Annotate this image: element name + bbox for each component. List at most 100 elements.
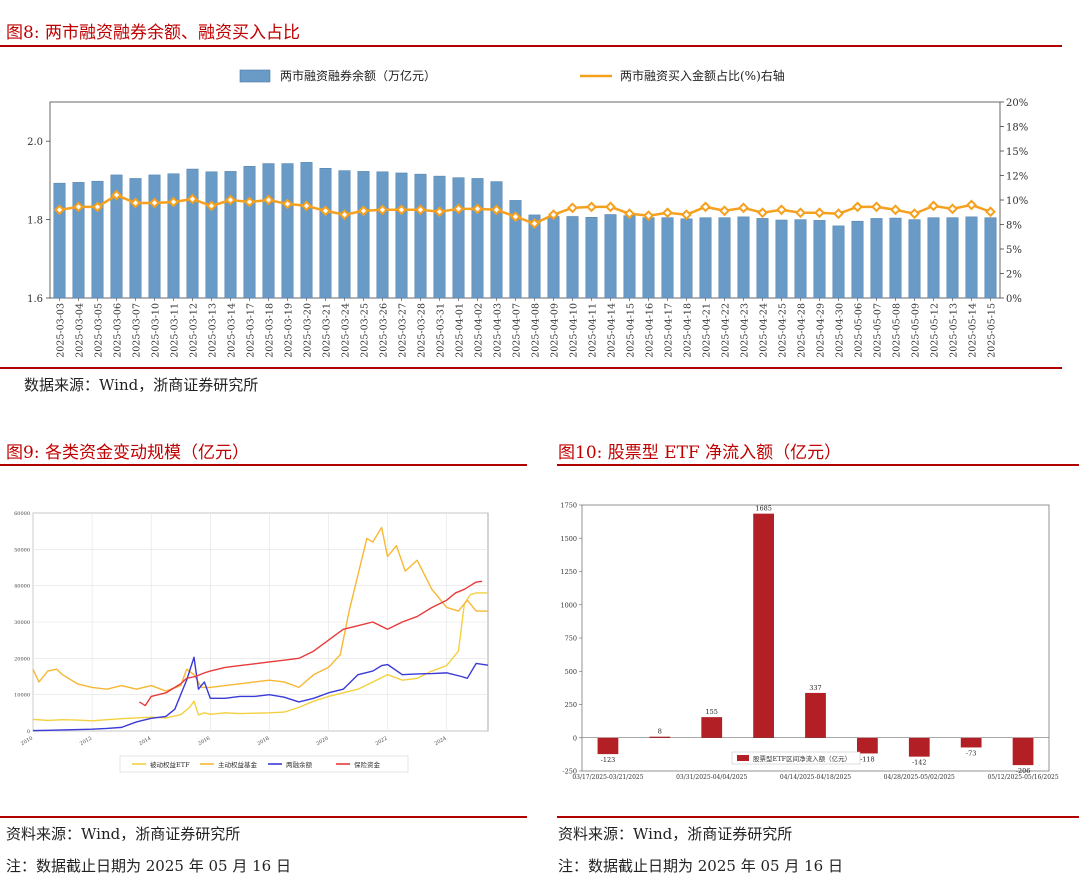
- margin-balance-bar: [794, 219, 807, 299]
- legend-swatch: [737, 755, 749, 761]
- buy-ratio-point: [738, 202, 749, 214]
- x-axis-tick-label: 03/31/2025-04/04/2025: [676, 774, 747, 781]
- right-axis-tick-label: 0%: [1006, 294, 1022, 305]
- margin-balance-bar: [585, 216, 598, 299]
- buy-ratio-point: [377, 204, 388, 216]
- fund-flow-chart: 0 10000 20000 30000 40000 50000 60000 2010 2012 2…: [14, 511, 489, 773]
- buy-ratio-point: [871, 201, 882, 213]
- etf-inflow-bar: [805, 692, 826, 738]
- margin-balance-bar: [338, 170, 351, 299]
- buy-ratio-point: [301, 200, 312, 212]
- etf-series-line: [32, 592, 488, 722]
- x-axis-tick-label: 2025-03-12: [189, 303, 200, 358]
- buy-ratio-point: [795, 207, 806, 219]
- x-axis-tick-label: 2025-05-09: [911, 303, 922, 358]
- buy-ratio-point: [491, 204, 502, 216]
- x-axis-tick-label: 2025-04-07: [512, 303, 523, 358]
- margin-balance-bar: [72, 182, 85, 299]
- x-axis-tick-label: 2025-05-14: [968, 303, 979, 358]
- x-axis-tick-label: 2018: [256, 736, 270, 748]
- y-axis-tick-label: 1000: [560, 601, 577, 609]
- right-axis-tick-label: 12%: [1006, 172, 1028, 183]
- buy-ratio-point: [396, 204, 407, 216]
- figure-8-caption: 图8: 两市融资融券余额、融资买入占比: [6, 23, 300, 43]
- y-axis-tick-label: 0: [573, 734, 577, 742]
- margin-balance-bar: [243, 166, 256, 299]
- etf-inflow-bar: [597, 737, 619, 755]
- buy-ratio-point: [624, 208, 635, 220]
- margin-balance-bar: [262, 163, 275, 299]
- etf-inflow-bar: [753, 513, 774, 738]
- x-axis-tick-label: 05/12/2025-05/16/2025: [987, 774, 1058, 781]
- x-axis-tick-label: 2025-03-21: [322, 303, 333, 358]
- margin-balance-bar: [452, 177, 465, 299]
- margin-balance-bar: [832, 225, 845, 299]
- x-axis-tick-label: 2025-03-07: [132, 303, 143, 358]
- x-axis-tick-label: 2025-03-20: [303, 303, 314, 358]
- margin-balance-bar: [756, 218, 769, 299]
- insurance-series-line: [138, 580, 483, 707]
- buy-ratio-point: [776, 204, 787, 216]
- margin-balance-bar: [642, 217, 655, 299]
- y-axis-tick-label: 10000: [14, 693, 30, 699]
- buy-ratio-point: [852, 201, 863, 213]
- x-axis-tick-label: 2025-04-14: [607, 303, 618, 358]
- legend-label: 主动权益基金: [218, 760, 258, 769]
- x-axis-tick-label: 2012: [79, 736, 93, 748]
- buy-ratio-line: [59, 193, 991, 225]
- figure-8-source: 数据来源：Wind，浙商证券研究所: [24, 376, 259, 394]
- margin-balance-bar: [490, 181, 503, 299]
- margin-balance-bar: [718, 217, 731, 299]
- figure-10-top-rule: [557, 464, 1079, 466]
- buy-ratio-point: [719, 205, 730, 217]
- x-axis-tick-label: 2025-04-22: [721, 303, 732, 358]
- buy-ratio-point: [700, 201, 711, 213]
- x-axis-tick-label: 2025-04-03: [493, 303, 504, 358]
- x-axis-tick-label: 2025-04-23: [740, 303, 751, 358]
- buy-ratio-point: [92, 201, 103, 213]
- x-axis-tick-label: 2025-03-26: [379, 303, 390, 358]
- buy-ratio-point: [415, 204, 426, 216]
- buy-ratio-point: [73, 201, 84, 213]
- bar-value-label: -206: [1016, 767, 1031, 775]
- right-axis-tick-label: 15%: [1006, 147, 1028, 158]
- buy-ratio-point: [225, 194, 236, 206]
- right-axis-tick-label: 5%: [1006, 245, 1022, 256]
- x-axis-tick-label: 2025-04-18: [683, 303, 694, 358]
- x-axis-tick-label: 2010: [20, 736, 34, 748]
- bar-value-label: -123: [601, 756, 616, 764]
- bar-value-label: 155: [706, 708, 718, 716]
- margin-balance-bar: [414, 173, 427, 299]
- legend-label: 两融余额: [286, 760, 313, 769]
- margin-balance-bar: [547, 216, 560, 299]
- margin-balance-bar: [623, 215, 636, 299]
- margin-balance-bar: [395, 172, 408, 299]
- figure-9-note: 注：数据截止日期为 2025 年 05 月 16 日: [6, 857, 291, 875]
- margin-balance-bar: [281, 163, 294, 299]
- x-axis-tick-label: 2025-04-25: [778, 303, 789, 358]
- figure-8-bottom-rule: [0, 367, 1062, 369]
- buy-ratio-point: [681, 209, 692, 221]
- y-axis-tick-label: 20000: [14, 656, 30, 662]
- buy-ratio-point: [358, 205, 369, 217]
- bar-value-label: 8: [658, 728, 662, 736]
- buy-ratio-point: [890, 204, 901, 216]
- buy-ratio-point: [206, 200, 217, 212]
- buy-ratio-point: [111, 189, 122, 201]
- x-axis-tick-label: 2025-05-08: [892, 303, 903, 358]
- y-axis-tick-label: 250: [565, 701, 577, 709]
- figure-9-source: 资料来源：Wind，浙商证券研究所: [6, 825, 241, 843]
- margin-series-line: [32, 656, 489, 732]
- buy-ratio-point: [187, 193, 198, 205]
- y-axis-tick-label: 1500: [560, 535, 577, 543]
- x-axis-tick-label: 2025-05-13: [949, 303, 960, 358]
- legend-bar-swatch: [239, 69, 271, 83]
- buy-ratio-point: [130, 197, 141, 209]
- right-axis-tick-label: 10%: [1006, 196, 1028, 207]
- active-fund-series-line: [32, 526, 488, 692]
- margin-balance-bar: [205, 171, 218, 299]
- margin-balance-bar: [946, 217, 959, 299]
- x-axis-tick-label: 2025-04-10: [569, 303, 580, 358]
- etf-inflow-bar: [960, 737, 982, 748]
- x-axis-tick-label: 2016: [197, 736, 211, 748]
